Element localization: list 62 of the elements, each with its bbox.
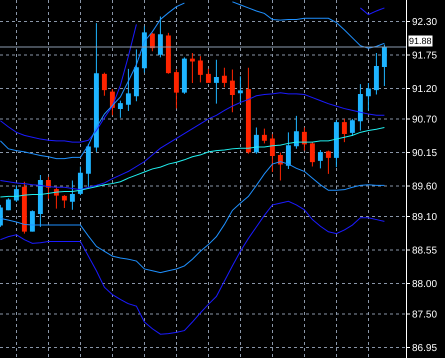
- candlestick: [382, 44, 387, 86]
- y-tick-label: 89.60: [412, 182, 438, 193]
- candlestick: [374, 52, 379, 96]
- candlestick: [310, 142, 315, 167]
- candlestick: [342, 118, 347, 143]
- candlestick: [38, 174, 43, 228]
- y-tick-label: 86.95: [412, 343, 438, 354]
- candlestick: [158, 16, 163, 58]
- candlestick: [302, 126, 307, 152]
- candlestick: [78, 166, 83, 196]
- candlestick: [246, 67, 251, 154]
- candlestick: [334, 120, 339, 168]
- ref-line-label: 91.88: [409, 36, 432, 46]
- candlestick: [62, 194, 67, 208]
- candlestick: [254, 126, 259, 154]
- candlestick: [30, 210, 35, 232]
- candlestick: [230, 69, 235, 113]
- candlestick: [182, 56, 187, 94]
- candlestick: [278, 152, 283, 182]
- candlestick: [150, 32, 155, 52]
- candlestick: [270, 134, 275, 172]
- candlestick: [174, 69, 179, 110]
- candlestick: [198, 56, 203, 83]
- candlestick: [142, 26, 147, 74]
- candlestick: [102, 72, 107, 96]
- candlestick: [86, 143, 91, 189]
- candlestick: [350, 118, 355, 136]
- candlestick: [14, 184, 19, 202]
- line-series: [0, 161, 385, 274]
- candlestick: [166, 32, 171, 74]
- candlestick: [238, 76, 243, 104]
- line-series: [0, 92, 385, 190]
- candlestick: [206, 68, 211, 83]
- y-tick-label: 92.30: [412, 16, 438, 28]
- y-tick-label: 90.15: [412, 148, 438, 159]
- y-tick-label: 89.10: [412, 212, 438, 224]
- candlestick: [126, 68, 131, 112]
- candlestick: [190, 52, 195, 84]
- candlestick: [326, 150, 331, 174]
- y-tick-label: 88.00: [412, 279, 438, 290]
- candlestick: [118, 100, 123, 118]
- line-series: [0, 200, 385, 335]
- candlestick: [294, 115, 299, 150]
- candlestick: [6, 198, 11, 211]
- candlestick: [94, 22, 99, 152]
- candlestick: [358, 84, 363, 132]
- y-tick-label: 91.75: [412, 50, 438, 62]
- y-tick-label: 87.50: [412, 310, 438, 321]
- candlestick: [214, 59, 219, 104]
- candlestick: [54, 186, 59, 210]
- y-tick-label: 90.70: [412, 114, 438, 126]
- y-tick-label: 91.20: [412, 84, 438, 95]
- candlestick: [262, 128, 267, 144]
- y-tick-label: 88.55: [412, 246, 438, 257]
- candlestick: [22, 181, 27, 234]
- line-series: [0, 126, 385, 198]
- candlestick: [286, 132, 291, 170]
- candlestick: [366, 82, 371, 111]
- candlestick: [318, 150, 323, 169]
- candlestick: [134, 48, 139, 102]
- candlestick: [222, 67, 227, 88]
- candlestick: [70, 180, 75, 210]
